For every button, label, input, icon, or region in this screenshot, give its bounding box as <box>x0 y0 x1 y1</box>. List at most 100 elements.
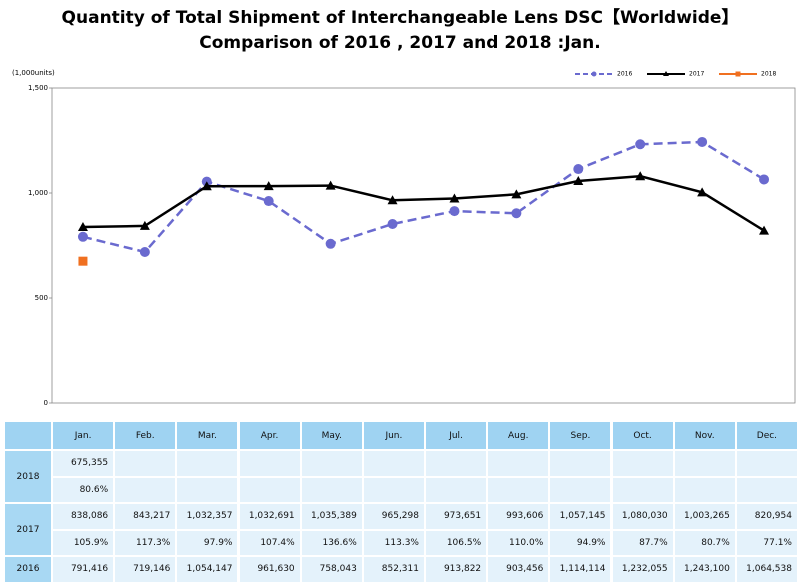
data-cell: 97.9% <box>176 529 239 556</box>
y-axis-label: (1,000units) <box>12 69 55 77</box>
data-cell: 1,243,100 <box>673 556 736 583</box>
data-cell <box>487 476 550 503</box>
data-cell: 719,146 <box>114 556 177 583</box>
data-cell: 80.6% <box>52 476 115 503</box>
data-cell: 106.5% <box>425 529 488 556</box>
marker <box>635 171 646 181</box>
marker <box>387 219 398 230</box>
marker <box>139 246 150 257</box>
legend-marker <box>735 71 741 77</box>
legend-label: 2018 <box>761 71 776 78</box>
header-cell: Sep. <box>549 421 612 450</box>
y-tick-label: 0 <box>44 399 48 407</box>
data-cell: 1,032,357 <box>176 503 239 530</box>
marker <box>201 181 212 191</box>
series-line <box>82 140 765 254</box>
data-cell: 675,355 <box>52 450 115 477</box>
header-cell: Jul. <box>425 421 488 450</box>
data-cell: 117.3% <box>114 529 177 556</box>
header-cell: Oct. <box>611 421 674 450</box>
data-cell: 105.9% <box>52 529 115 556</box>
marker <box>387 195 398 205</box>
data-cell <box>176 476 239 503</box>
marker <box>635 139 646 150</box>
data-cell <box>487 450 550 477</box>
marker <box>77 231 88 242</box>
marker <box>759 174 770 185</box>
data-cell: 791,416 <box>52 556 115 583</box>
header-cell: Jun. <box>362 421 425 450</box>
data-cell: 973,651 <box>425 503 488 530</box>
data-cell: 1,080,030 <box>611 503 674 530</box>
header-cell: Feb. <box>114 421 177 450</box>
data-cell <box>300 476 363 503</box>
marker <box>759 225 770 235</box>
data-cell: 110.0% <box>487 529 550 556</box>
legend-marker <box>591 71 597 77</box>
data-cell <box>114 450 177 477</box>
header-cell: Jan. <box>52 421 115 450</box>
data-cell: 87.7% <box>611 529 674 556</box>
marker <box>325 180 336 190</box>
data-cell <box>611 450 674 477</box>
data-cell: 1,054,147 <box>176 556 239 583</box>
data-cell <box>549 450 612 477</box>
data-cell <box>362 476 425 503</box>
data-cell <box>549 476 612 503</box>
data-cell: 1,035,389 <box>300 503 363 530</box>
data-cell: 1,114,114 <box>549 556 612 583</box>
data-cell: 993,606 <box>487 503 550 530</box>
marker <box>449 193 460 203</box>
data-cell <box>611 476 674 503</box>
data-cell: 903,456 <box>487 556 550 583</box>
y-tick-label: 1,000 <box>28 189 48 197</box>
series-line <box>82 174 765 232</box>
data-cell: 1,057,145 <box>549 503 612 530</box>
data-cell <box>673 476 736 503</box>
marker <box>573 175 584 185</box>
legend-label: 2016 <box>617 71 632 78</box>
data-cell: 80.7% <box>673 529 736 556</box>
marker <box>325 238 336 249</box>
marker <box>697 136 708 147</box>
data-cell <box>300 450 363 477</box>
chart-title: Quantity of Total Shipment of Interchang… <box>62 7 739 28</box>
data-cell: 843,217 <box>114 503 177 530</box>
marker <box>139 220 150 230</box>
header-cell: Dec. <box>735 421 798 450</box>
year-cell: 2018 <box>4 450 52 503</box>
data-cell: 965,298 <box>362 503 425 530</box>
year-cell: 2017 <box>4 503 52 556</box>
y-tick-label: 1,500 <box>28 84 48 92</box>
marker <box>263 196 274 207</box>
marker <box>573 164 584 175</box>
y-tick-label: 500 <box>35 294 48 302</box>
marker <box>511 189 522 199</box>
data-cell: 961,630 <box>238 556 301 583</box>
data-cell: 113.3% <box>362 529 425 556</box>
data-cell <box>425 476 488 503</box>
chart: Quantity of Total Shipment of Interchang… <box>12 7 796 407</box>
header-cell: Mar. <box>176 421 239 450</box>
data-cell: 913,822 <box>425 556 488 583</box>
legend-marker <box>663 71 669 76</box>
data-cell <box>735 450 798 477</box>
data-cell <box>362 450 425 477</box>
marker <box>449 206 460 217</box>
data-cell <box>735 476 798 503</box>
header-cell: Apr. <box>238 421 301 450</box>
header-cell: Nov. <box>673 421 736 450</box>
data-cell: 136.6% <box>300 529 363 556</box>
header-corner <box>4 421 52 450</box>
data-cell: 838,086 <box>52 503 115 530</box>
data-cell: 820,954 <box>735 503 798 530</box>
chart-subtitle: Comparison of 2016 , 2017 and 2018 :Jan. <box>199 33 600 53</box>
data-cell: 1,032,691 <box>238 503 301 530</box>
data-cell: 852,311 <box>362 556 425 583</box>
marker <box>697 187 708 197</box>
marker <box>511 208 522 219</box>
data-cell <box>238 476 301 503</box>
data-cell: 1,232,055 <box>611 556 674 583</box>
data-cell <box>176 450 239 477</box>
